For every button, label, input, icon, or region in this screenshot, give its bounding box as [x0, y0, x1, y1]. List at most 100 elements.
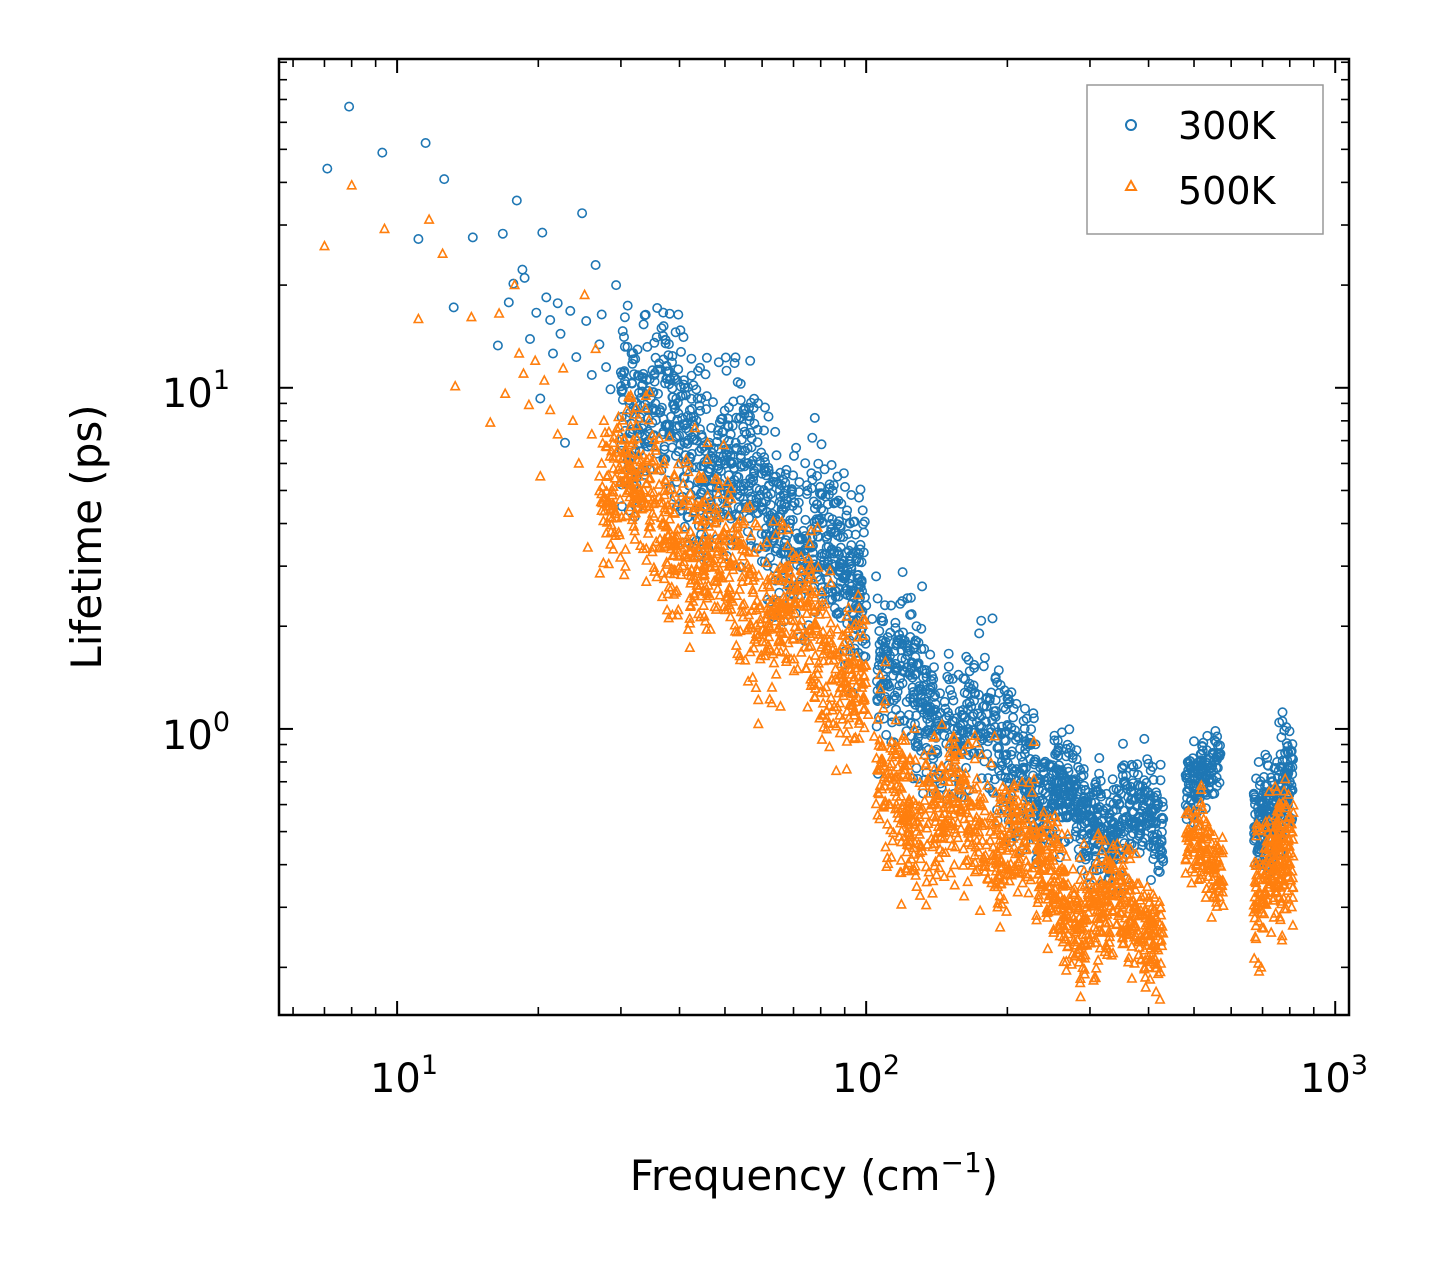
data-point-500k — [618, 568, 630, 580]
x-axis-label: Frequency (cm−1) — [630, 1146, 998, 1200]
data-point-300k — [571, 352, 582, 363]
data-point-300k — [928, 662, 939, 673]
data-point-300k — [898, 715, 909, 726]
data-point-300k — [909, 719, 920, 730]
data-point-300k — [740, 445, 751, 456]
data-point-500k — [926, 887, 939, 898]
data-point-500k — [534, 470, 546, 481]
data-point-300k — [1113, 785, 1124, 796]
data-point-500k — [620, 509, 632, 520]
data-point-500k — [816, 733, 828, 744]
data-point-300k — [738, 421, 749, 432]
legend-label-300k: 300K — [1178, 104, 1277, 148]
data-point-300k — [672, 414, 683, 425]
data-point-300k — [680, 450, 691, 461]
data-point-300k — [824, 479, 835, 490]
data-point-300k — [1118, 805, 1129, 816]
data-point-300k — [675, 381, 686, 392]
data-point-300k — [619, 341, 630, 352]
data-point-300k — [682, 438, 693, 449]
data-point-500k — [895, 854, 907, 865]
data-point-500k — [881, 818, 893, 829]
data-point-500k — [562, 506, 575, 517]
data-point-300k — [731, 412, 742, 423]
data-point-300k — [780, 501, 791, 512]
data-point-300k — [995, 680, 1006, 691]
data-point-300k — [857, 505, 868, 516]
data-point-300k — [972, 708, 983, 719]
data-point-300k — [377, 147, 388, 158]
data-point-300k — [735, 395, 746, 406]
data-point-300k — [879, 600, 890, 611]
data-point-500k — [573, 457, 585, 468]
data-point-500k — [841, 763, 853, 774]
data-point-300k — [798, 525, 809, 536]
data-point-300k — [1189, 736, 1200, 747]
data-point-300k — [651, 332, 662, 343]
data-point-300k — [601, 362, 612, 373]
data-point-300k — [577, 208, 588, 219]
data-point-300k — [734, 491, 745, 502]
data-point-300k — [748, 471, 759, 482]
data-point-300k — [730, 352, 741, 363]
data-point-300k — [1006, 749, 1017, 760]
data-point-300k — [943, 674, 954, 685]
data-point-300k — [716, 414, 727, 425]
data-point-300k — [858, 527, 869, 538]
data-point-500k — [619, 560, 631, 571]
data-point-300k — [1052, 735, 1063, 746]
data-point-300k — [1028, 713, 1039, 724]
data-point-500k — [437, 247, 449, 258]
data-point-300k — [834, 583, 845, 594]
data-point-300k — [744, 415, 755, 426]
data-point-300k — [813, 458, 824, 469]
data-point-300k — [519, 272, 530, 283]
data-point-300k — [1046, 761, 1057, 772]
data-point-300k — [344, 101, 355, 112]
data-point-300k — [827, 514, 838, 525]
data-point-300k — [873, 712, 884, 723]
data-point-300k — [943, 661, 954, 672]
data-point-300k — [1071, 780, 1082, 791]
data-point-300k — [686, 370, 697, 381]
data-point-300k — [1101, 788, 1112, 799]
data-point-500k — [614, 551, 626, 562]
data-point-300k — [976, 615, 987, 626]
data-point-500k — [750, 681, 762, 692]
data-point-300k — [874, 625, 885, 636]
data-point-300k — [448, 302, 459, 313]
legend-label-500k: 500K — [1178, 169, 1277, 213]
data-point-300k — [832, 530, 843, 541]
data-point-300k — [1144, 812, 1155, 823]
data-point-300k — [939, 730, 950, 741]
data-point-300k — [517, 264, 528, 275]
data-point-300k — [905, 592, 916, 603]
data-point-300k — [725, 513, 736, 524]
data-point-300k — [1155, 759, 1166, 770]
data-point-300k — [881, 729, 892, 740]
data-point-300k — [719, 458, 730, 469]
data-point-300k — [943, 648, 954, 659]
data-point-300k — [872, 593, 883, 604]
data-point-300k — [1253, 756, 1264, 767]
data-point-300k — [809, 412, 820, 423]
data-point-300k — [647, 365, 658, 376]
data-point-300k — [1002, 719, 1013, 730]
data-point-300k — [723, 495, 734, 506]
data-point-500k — [802, 700, 814, 712]
data-point-300k — [1008, 712, 1019, 723]
data-point-300k — [616, 385, 627, 396]
data-point-300k — [781, 464, 792, 475]
data-point-500k — [870, 797, 882, 809]
data-point-300k — [942, 707, 953, 718]
data-point-500k — [948, 858, 960, 870]
data-point-500k — [800, 662, 813, 673]
data-point-500k — [994, 921, 1006, 932]
data-point-300k — [787, 484, 798, 495]
data-point-300k — [817, 489, 828, 500]
data-point-300k — [825, 548, 836, 559]
data-point-300k — [795, 563, 806, 574]
data-point-300k — [633, 387, 644, 398]
data-point-300k — [949, 716, 960, 727]
data-point-300k — [961, 762, 972, 773]
